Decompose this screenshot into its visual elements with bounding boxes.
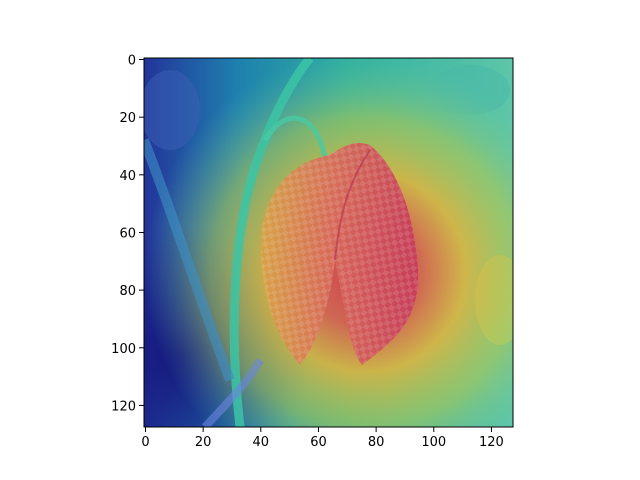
y-axis-ticks: 0 20 40 60 80 100 120 [111,54,144,414]
y-tick-label: 40 [119,169,136,184]
x-tick-label: 20 [195,435,212,450]
heatmap-image [144,58,513,427]
x-tick-label: 100 [421,435,446,450]
x-axis-ticks: 0 20 40 60 80 100 120 [141,427,504,450]
x-tick-label: 120 [479,435,504,450]
x-tick-label: 60 [310,435,327,450]
x-tick-label: 0 [141,435,149,450]
x-tick-label: 40 [253,435,270,450]
y-tick-label: 60 [119,226,136,241]
y-tick-label: 120 [111,399,136,414]
axes-frame [143,57,514,428]
y-tick-label: 100 [111,342,136,357]
y-tick-label: 0 [128,54,136,69]
x-tick-label: 80 [368,435,385,450]
y-tick-label: 80 [119,284,136,299]
y-tick-label: 20 [119,111,136,126]
